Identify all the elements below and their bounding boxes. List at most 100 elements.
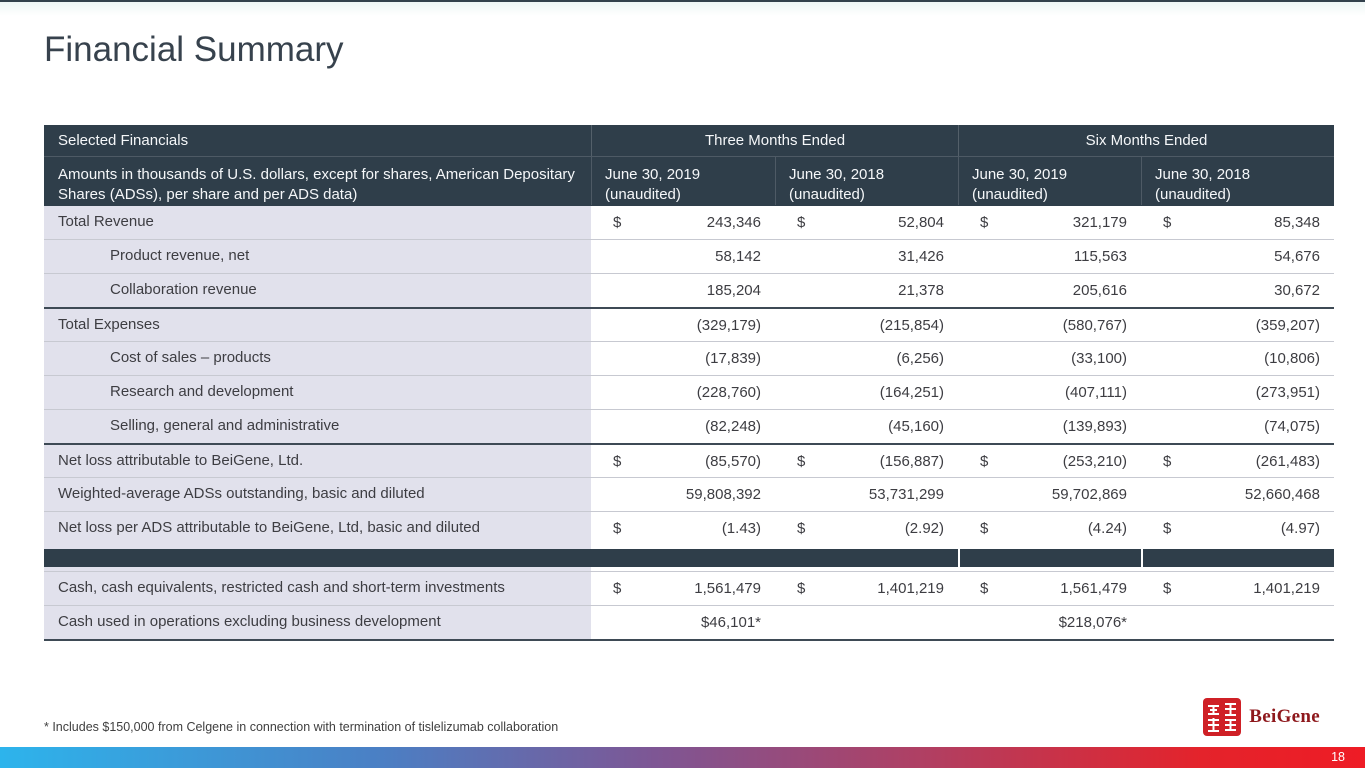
column-group-three-months-ended: Three Months Ended (591, 125, 958, 156)
currency-symbol: $ (1163, 214, 1172, 231)
row-label: Selling, general and administrative (44, 409, 591, 443)
table-cell: $ (2.92) (775, 511, 958, 545)
cell-value: 321,179 (1072, 214, 1127, 231)
table-cell: 59,808,392 (591, 477, 775, 511)
table-cell: $52,804 (775, 205, 958, 239)
row-label: Cash used in operations excluding busine… (44, 605, 591, 639)
cell-value: 21,378 (898, 282, 944, 299)
cell-value: (6,256) (896, 350, 944, 367)
page-number: 18 (1331, 750, 1345, 764)
spacer-cell (44, 567, 591, 571)
unaudited-label: (unaudited) (972, 186, 1048, 203)
currency-symbol: $ (797, 580, 806, 597)
cell-value: 85,348 (1274, 214, 1320, 231)
table-cell: $85,348 (1141, 205, 1334, 239)
cell-value: 52,804 (898, 214, 944, 231)
table-cell: $218,076* (958, 605, 1141, 639)
row-label: Weighted-average ADSs outstanding, basic… (44, 477, 591, 511)
cell-value: (273,951) (1255, 384, 1320, 401)
unaudited-label: (unaudited) (605, 186, 681, 203)
currency-symbol: $ (1163, 580, 1172, 597)
currency-symbol: $ (797, 520, 806, 537)
row-label: Collaboration revenue (44, 273, 591, 307)
cell-value: 59,702,869 (1051, 486, 1127, 503)
slide-top-rule (0, 0, 1365, 2)
cell-value: (1.43) (721, 520, 761, 537)
cell-value: (359,207) (1255, 316, 1320, 334)
table-row: Net loss attributable to BeiGene, Ltd. $ (… (44, 443, 1334, 477)
spacer-row (44, 545, 1334, 549)
column-group-six-months-ended: Six Months Ended (958, 125, 1334, 156)
cell-value: (580,767) (1062, 316, 1127, 334)
table-cell: $ (261,483) (1141, 443, 1334, 477)
currency-symbol: $ (613, 452, 622, 470)
amounts-note-line1: Amounts in thousands of U.S. dollars, ex… (58, 166, 500, 183)
table-cell: 185,204 (591, 273, 775, 307)
period-label: June 30, 2018 (789, 166, 885, 183)
row-label: Net loss per ADS attributable to BeiGene… (44, 511, 591, 545)
cell-value: 1,401,219 (1253, 580, 1320, 597)
currency-symbol: $ (613, 214, 622, 231)
table-cell: (580,767) (958, 307, 1141, 341)
table-cell: (74,075) (1141, 409, 1334, 443)
cell-value: 1,561,479 (1060, 580, 1127, 597)
currency-symbol: $ (1163, 520, 1172, 537)
cell-value: 59,808,392 (685, 486, 761, 503)
cell-value: (139,893) (1062, 418, 1127, 435)
page-title: Financial Summary (44, 30, 344, 69)
table-row: Research and development (228,760) (164,25… (44, 375, 1334, 409)
cell-value: 52,660,468 (1244, 486, 1320, 503)
currency-symbol: $ (980, 520, 989, 537)
table-row: Cash, cash equivalents, restricted cash … (44, 571, 1334, 605)
financial-summary-table: Selected Financials Three Months Ended S… (44, 125, 1334, 641)
table-cell: $46,101* (591, 605, 775, 639)
period-label: June 30, 2019 (605, 166, 701, 183)
separator-segment (958, 549, 1141, 567)
currency-symbol: $ (980, 580, 989, 597)
table-cell: 59,702,869 (958, 477, 1141, 511)
row-label: Cash, cash equivalents, restricted cash … (44, 571, 591, 605)
bottom-gradient-bar: 18 (0, 747, 1365, 768)
currency-symbol: $ (797, 214, 806, 231)
table-row: Product revenue, net 58,142 31,426 115,563 5… (44, 239, 1334, 273)
row-label: Cost of sales – products (44, 341, 591, 375)
cell-value: 1,561,479 (694, 580, 761, 597)
cell-value: 54,676 (1274, 248, 1320, 265)
table-cell: (17,839) (591, 341, 775, 375)
table-cell: 52,660,468 (1141, 477, 1334, 511)
table-cell: $ (4.97) (1141, 511, 1334, 545)
unaudited-label: (unaudited) (1155, 186, 1231, 203)
table-row: Collaboration revenue 185,204 21,378 205,61… (44, 273, 1334, 307)
table-header-row-dates: Amounts in thousands of U.S. dollars, ex… (44, 156, 1334, 205)
cell-value: (85,570) (705, 452, 761, 470)
table-header: Selected Financials Three Months Ended S… (44, 125, 1334, 205)
beigene-logo: BeiGene (1202, 697, 1320, 737)
cell-value: $218,076* (1058, 614, 1127, 631)
cell-value: 53,731,299 (868, 486, 944, 503)
table-cell: 30,672 (1141, 273, 1334, 307)
table-cell: (228,760) (591, 375, 775, 409)
row-label: Product revenue, net (44, 239, 591, 273)
cell-value: (10,806) (1264, 350, 1320, 367)
table-cell: $ (156,887) (775, 443, 958, 477)
amounts-note-line2: Depositary Shares (ADSs), per share and … (58, 166, 575, 203)
table-cell: $1,561,479 (958, 571, 1141, 605)
spacer-cell (44, 545, 591, 549)
period-label: June 30, 2019 (972, 166, 1068, 183)
table-cell: 58,142 (591, 239, 775, 273)
cell-value: (82,248) (705, 418, 761, 435)
table-cell: $ (253,210) (958, 443, 1141, 477)
cell-value: (33,100) (1071, 350, 1127, 367)
table-cell: (273,951) (1141, 375, 1334, 409)
row-label: Net loss attributable to BeiGene, Ltd. (44, 443, 591, 477)
table-row: Net loss per ADS attributable to BeiGene… (44, 511, 1334, 545)
cell-value: (4.24) (1087, 520, 1127, 537)
cell-value: (156,887) (879, 452, 944, 470)
table-header-row-groups: Selected Financials Three Months Ended S… (44, 125, 1334, 156)
table-row: Cost of sales – products (17,839) (6,256) (… (44, 341, 1334, 375)
currency-symbol: $ (980, 452, 989, 470)
cell-value: 58,142 (715, 248, 761, 265)
cell-value: (329,179) (696, 316, 761, 334)
currency-symbol: $ (1163, 452, 1172, 470)
